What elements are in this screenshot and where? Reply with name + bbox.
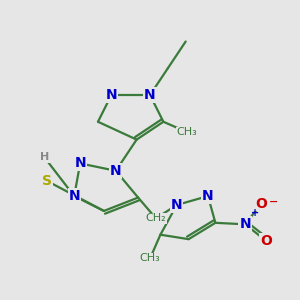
Text: CH₃: CH₃ bbox=[140, 254, 160, 263]
Text: N: N bbox=[68, 189, 80, 203]
Text: O: O bbox=[260, 234, 272, 248]
Text: S: S bbox=[43, 174, 52, 188]
Text: N: N bbox=[110, 164, 122, 178]
Text: N: N bbox=[106, 88, 117, 102]
Text: −: − bbox=[269, 197, 279, 207]
Text: N: N bbox=[74, 156, 86, 170]
Text: N: N bbox=[202, 189, 214, 203]
Text: CH₃: CH₃ bbox=[177, 127, 197, 137]
Text: CH₂: CH₂ bbox=[146, 213, 166, 224]
Text: O: O bbox=[256, 196, 267, 211]
Text: N: N bbox=[171, 198, 183, 212]
Text: N: N bbox=[239, 217, 251, 231]
Text: +: + bbox=[250, 208, 259, 218]
Text: H: H bbox=[40, 152, 49, 162]
Text: N: N bbox=[144, 88, 156, 102]
